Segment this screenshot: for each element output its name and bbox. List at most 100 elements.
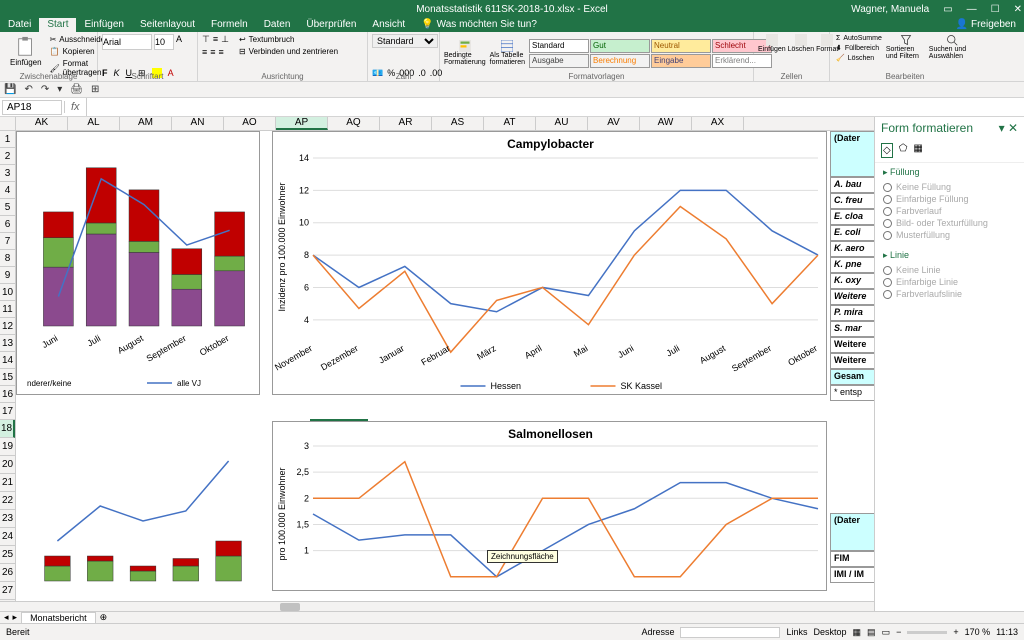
minimize-icon[interactable]: — [967, 4, 977, 15]
row-header[interactable]: 1 [0, 131, 15, 148]
row-header[interactable]: 10 [0, 284, 15, 301]
name-box[interactable] [2, 100, 62, 115]
row-header[interactable]: 24 [0, 528, 15, 546]
number-format-select[interactable]: Standard [372, 34, 438, 48]
redo-icon[interactable]: ↷ [41, 84, 49, 95]
col-header[interactable]: AX [692, 117, 744, 130]
maximize-icon[interactable]: ☐ [991, 4, 1000, 15]
col-header[interactable]: AO [224, 117, 276, 130]
zoom-level[interactable]: 170 % [965, 627, 991, 637]
sheet-nav-last-icon[interactable]: ▸ [13, 612, 18, 623]
find-select-button[interactable]: Suchen und Auswählen [929, 34, 976, 72]
col-header[interactable]: AU [536, 117, 588, 130]
col-header[interactable]: AW [640, 117, 692, 130]
align-bot-icon[interactable]: ⊥ [221, 34, 229, 45]
col-header[interactable]: AQ [328, 117, 380, 130]
line-option[interactable]: Farbverlaufslinie [883, 289, 1016, 299]
style-cell[interactable]: Gut [590, 39, 650, 53]
fill-option[interactable]: Keine Füllung [883, 182, 1016, 192]
tab-ueberpruefen[interactable]: Überprüfen [298, 17, 364, 32]
font-grow-icon[interactable]: A [176, 34, 182, 50]
tell-me[interactable]: 💡 Was möchten Sie tun? [413, 17, 545, 32]
row-header[interactable]: 17 [0, 403, 15, 420]
merge-center-button[interactable]: ⊟ Verbinden und zentrieren [237, 46, 340, 57]
line-option[interactable]: Einfarbige Linie [883, 277, 1016, 287]
col-header[interactable]: AK [16, 117, 68, 130]
row-header[interactable]: 14 [0, 352, 15, 369]
size-props-icon[interactable]: ▦ [913, 143, 922, 158]
user-name[interactable]: Wagner, Manuela [851, 4, 929, 15]
tab-ansicht[interactable]: Ansicht [364, 17, 413, 32]
clear-button[interactable]: 🧹 Löschen [834, 53, 884, 63]
qat-more-icon[interactable]: ▾ [57, 84, 62, 95]
status-links[interactable]: Links [786, 627, 807, 637]
autosum-button[interactable]: Σ AutoSumme [834, 34, 884, 43]
tab-seitenlayout[interactable]: Seitenlayout [132, 17, 203, 32]
view-break-icon[interactable]: ▭ [882, 627, 891, 638]
col-header[interactable]: AT [484, 117, 536, 130]
chart-salmonellosen[interactable]: Salmonellosen11,522,53pro 100.000 Einwoh… [272, 421, 827, 591]
sheet-tab-active[interactable]: Monatsbericht [21, 612, 96, 623]
line-option[interactable]: Keine Linie [883, 265, 1016, 275]
delete-cells-button[interactable]: Löschen [788, 34, 814, 72]
close-icon[interactable]: ✕ [1014, 4, 1022, 15]
chart-small-bottom[interactable] [16, 421, 260, 591]
row-header[interactable]: 23 [0, 510, 15, 528]
paste-button[interactable]: Einfügen [4, 34, 48, 72]
tab-einfuegen[interactable]: Einfügen [76, 17, 131, 32]
tab-daten[interactable]: Daten [256, 17, 299, 32]
row-header[interactable]: 6 [0, 216, 15, 233]
cell-styles-gallery[interactable]: StandardGutNeutralSchlechtAusgabeBerechn… [529, 39, 772, 68]
cell-grid[interactable]: JuniJuliAugustSeptemberOktobernderer/kei… [16, 131, 874, 601]
horizontal-scrollbar[interactable] [0, 601, 874, 611]
row-header[interactable]: 22 [0, 492, 15, 510]
align-left-icon[interactable]: ≡ [202, 47, 207, 57]
font-size-input[interactable] [154, 34, 174, 50]
col-header[interactable]: AM [120, 117, 172, 130]
wrap-text-button[interactable]: ↩ Textumbruch [237, 34, 340, 45]
row-header[interactable]: 9 [0, 267, 15, 284]
align-center-icon[interactable]: ≡ [210, 47, 215, 57]
row-header[interactable]: 3 [0, 165, 15, 182]
row-header[interactable]: 26 [0, 564, 15, 582]
row-header[interactable]: 25 [0, 546, 15, 564]
row-header[interactable]: 7 [0, 233, 15, 250]
row-header[interactable]: 13 [0, 335, 15, 352]
print-icon[interactable]: 🖨 [70, 84, 83, 95]
style-cell[interactable]: Standard [529, 39, 589, 53]
row-header[interactable]: 21 [0, 474, 15, 492]
style-cell[interactable]: Ausgabe [529, 54, 589, 68]
insert-cells-button[interactable]: Einfügen [758, 34, 786, 72]
fill-option[interactable]: Musterfüllung [883, 230, 1016, 240]
row-header[interactable]: 11 [0, 301, 15, 318]
style-cell[interactable]: Neutral [651, 39, 711, 53]
pane-close-icon[interactable]: ✕ [1008, 121, 1018, 135]
col-header[interactable]: AL [68, 117, 120, 130]
pane-dropdown-icon[interactable]: ▾ [999, 121, 1005, 135]
col-header[interactable]: AR [380, 117, 432, 130]
zoom-out-icon[interactable]: − [896, 627, 901, 637]
style-cell[interactable]: Berechnung [590, 54, 650, 68]
sort-filter-button[interactable]: Sortieren und Filtern [886, 34, 927, 72]
new-sheet-icon[interactable]: ⊕ [100, 612, 108, 623]
ribbon-min-icon[interactable]: ▭ [943, 4, 952, 15]
fill-section-title[interactable]: ▸ Füllung [883, 167, 1016, 178]
align-mid-icon[interactable]: ≡ [213, 34, 218, 45]
row-header[interactable]: 19 [0, 438, 15, 456]
format-as-table-button[interactable]: Als Tabelle formatieren [490, 40, 525, 66]
line-section-title[interactable]: ▸ Linie [883, 250, 1016, 261]
tab-formeln[interactable]: Formeln [203, 17, 256, 32]
align-right-icon[interactable]: ≡ [219, 47, 224, 57]
row-header[interactable]: 12 [0, 318, 15, 335]
undo-icon[interactable]: ↶ [24, 84, 32, 95]
save-icon[interactable]: 💾 [4, 84, 16, 95]
share-button[interactable]: 👤 Freigeben [948, 17, 1024, 32]
fill-option[interactable]: Bild- oder Texturfüllung [883, 218, 1016, 228]
fill-option[interactable]: Farbverlauf [883, 206, 1016, 216]
view-layout-icon[interactable]: ▤ [867, 627, 876, 638]
formula-bar[interactable] [86, 98, 1024, 116]
col-header[interactable]: AV [588, 117, 640, 130]
col-header[interactable]: AN [172, 117, 224, 130]
fill-line-icon[interactable]: ◇ [881, 143, 893, 158]
row-header[interactable]: 15 [0, 369, 15, 386]
